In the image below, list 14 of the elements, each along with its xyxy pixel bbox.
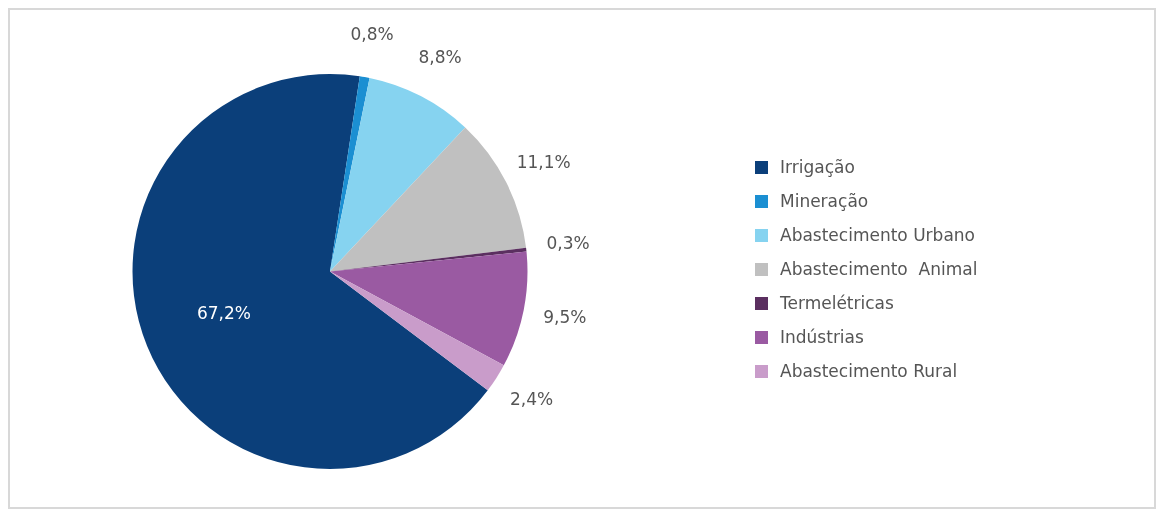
data-label: 67,2% [196, 303, 251, 324]
data-label: 2,4% [509, 389, 554, 410]
data-label: 0,3% [546, 233, 590, 254]
legend-label: Abastecimento Animal [780, 259, 978, 279]
legend-label: Abastecimento Rural [780, 361, 958, 381]
legend-label: Indústrias [780, 327, 864, 347]
legend-label: Abastecimento Urbano [780, 225, 975, 245]
legend-label: Termelétricas [780, 293, 894, 313]
legend-label: Irrigação [780, 157, 855, 177]
legend-label: Mineração [780, 191, 869, 211]
data-label: 11,1% [516, 151, 571, 172]
data-label: 9,5% [543, 306, 587, 327]
data-label: 8,8% [418, 47, 462, 68]
data-label: 0,8% [350, 24, 394, 45]
